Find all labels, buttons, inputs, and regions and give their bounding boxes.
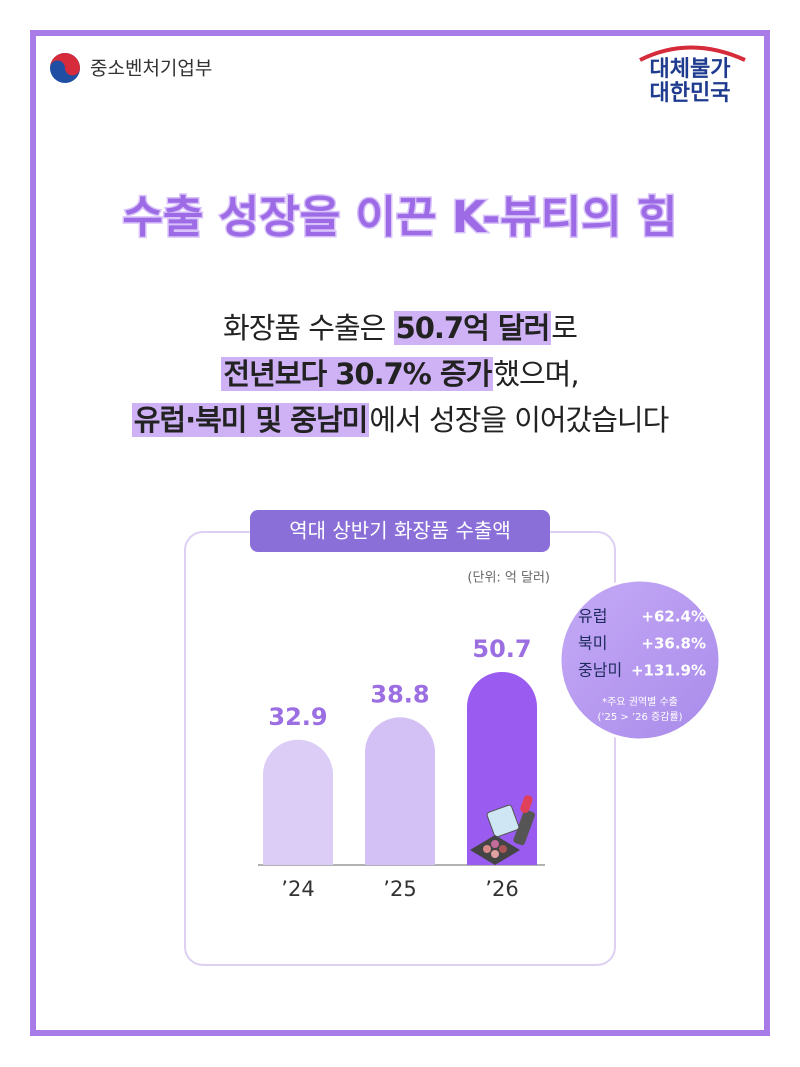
body-segment: 로 bbox=[551, 311, 578, 345]
unit-label: (단위: 억 달러) bbox=[467, 571, 550, 586]
callout: 유럽 +62.4% 북미 +36.8% 중남미 +131.9% *주요 권역별 수출 (’25… bbox=[578, 607, 706, 724]
body-line: 유럽·북미 및 중남미에서 성장을 이어갔습니다 bbox=[0, 397, 800, 439]
body-line: 화장품 수출은 50.7억 달러로 bbox=[0, 305, 800, 347]
chart-title: 역대 상반기 화장품 수출액 bbox=[289, 519, 510, 543]
x-tick-label: ’25 bbox=[383, 877, 416, 901]
callout-change: +131.9% bbox=[631, 662, 706, 680]
frame bbox=[30, 30, 770, 1036]
callout-region: 북미 bbox=[578, 634, 607, 653]
ministry-name: 중소벤처기업부 bbox=[90, 58, 212, 80]
makeup-icon bbox=[470, 795, 535, 865]
callout-region: 중남미 bbox=[578, 661, 622, 680]
bar bbox=[467, 672, 537, 865]
slogan-bottom: 대한민국 bbox=[650, 81, 731, 106]
slogan-top: 대체불가 bbox=[650, 57, 731, 82]
callout-circle bbox=[558, 578, 722, 742]
callout-change: +36.8% bbox=[641, 635, 706, 653]
callout-change: +62.4% bbox=[641, 608, 706, 626]
ministry-logo bbox=[50, 53, 80, 83]
highlight-text: 유럽·북미 및 중남미 bbox=[131, 403, 370, 437]
value-label: 38.8 bbox=[370, 680, 429, 708]
callout-note: (’25 > ’26 증감률) bbox=[597, 711, 682, 723]
value-label: 50.7 bbox=[472, 635, 531, 663]
callout-note: *주요 권역별 수출 bbox=[602, 696, 678, 708]
chart-tab bbox=[250, 510, 550, 552]
bar bbox=[365, 717, 435, 865]
x-tick-label: ’26 bbox=[485, 877, 518, 901]
body-segment: 화장품 수출은 bbox=[223, 311, 394, 345]
bar bbox=[263, 739, 333, 865]
highlight-text: 전년보다 30.7% 증가 bbox=[221, 357, 494, 391]
body-segment: 했으며, bbox=[493, 357, 579, 391]
body-line: 전년보다 30.7% 증가했으며, bbox=[0, 351, 800, 393]
highlight-text: 50.7억 달러 bbox=[393, 311, 552, 345]
callout-region: 유럽 bbox=[578, 607, 607, 626]
body-segment: 에서 성장을 이어갔습니다 bbox=[369, 403, 669, 437]
bars: 32.9 ’24 38.8 ’25 50.7 ’26 bbox=[263, 635, 537, 901]
slogan-arc bbox=[639, 45, 746, 62]
value-label: 32.9 bbox=[268, 703, 327, 731]
main-title: 수출 성장을 이끈 K-뷰티의 힘 bbox=[122, 192, 677, 243]
x-tick-label: ’24 bbox=[281, 877, 314, 901]
